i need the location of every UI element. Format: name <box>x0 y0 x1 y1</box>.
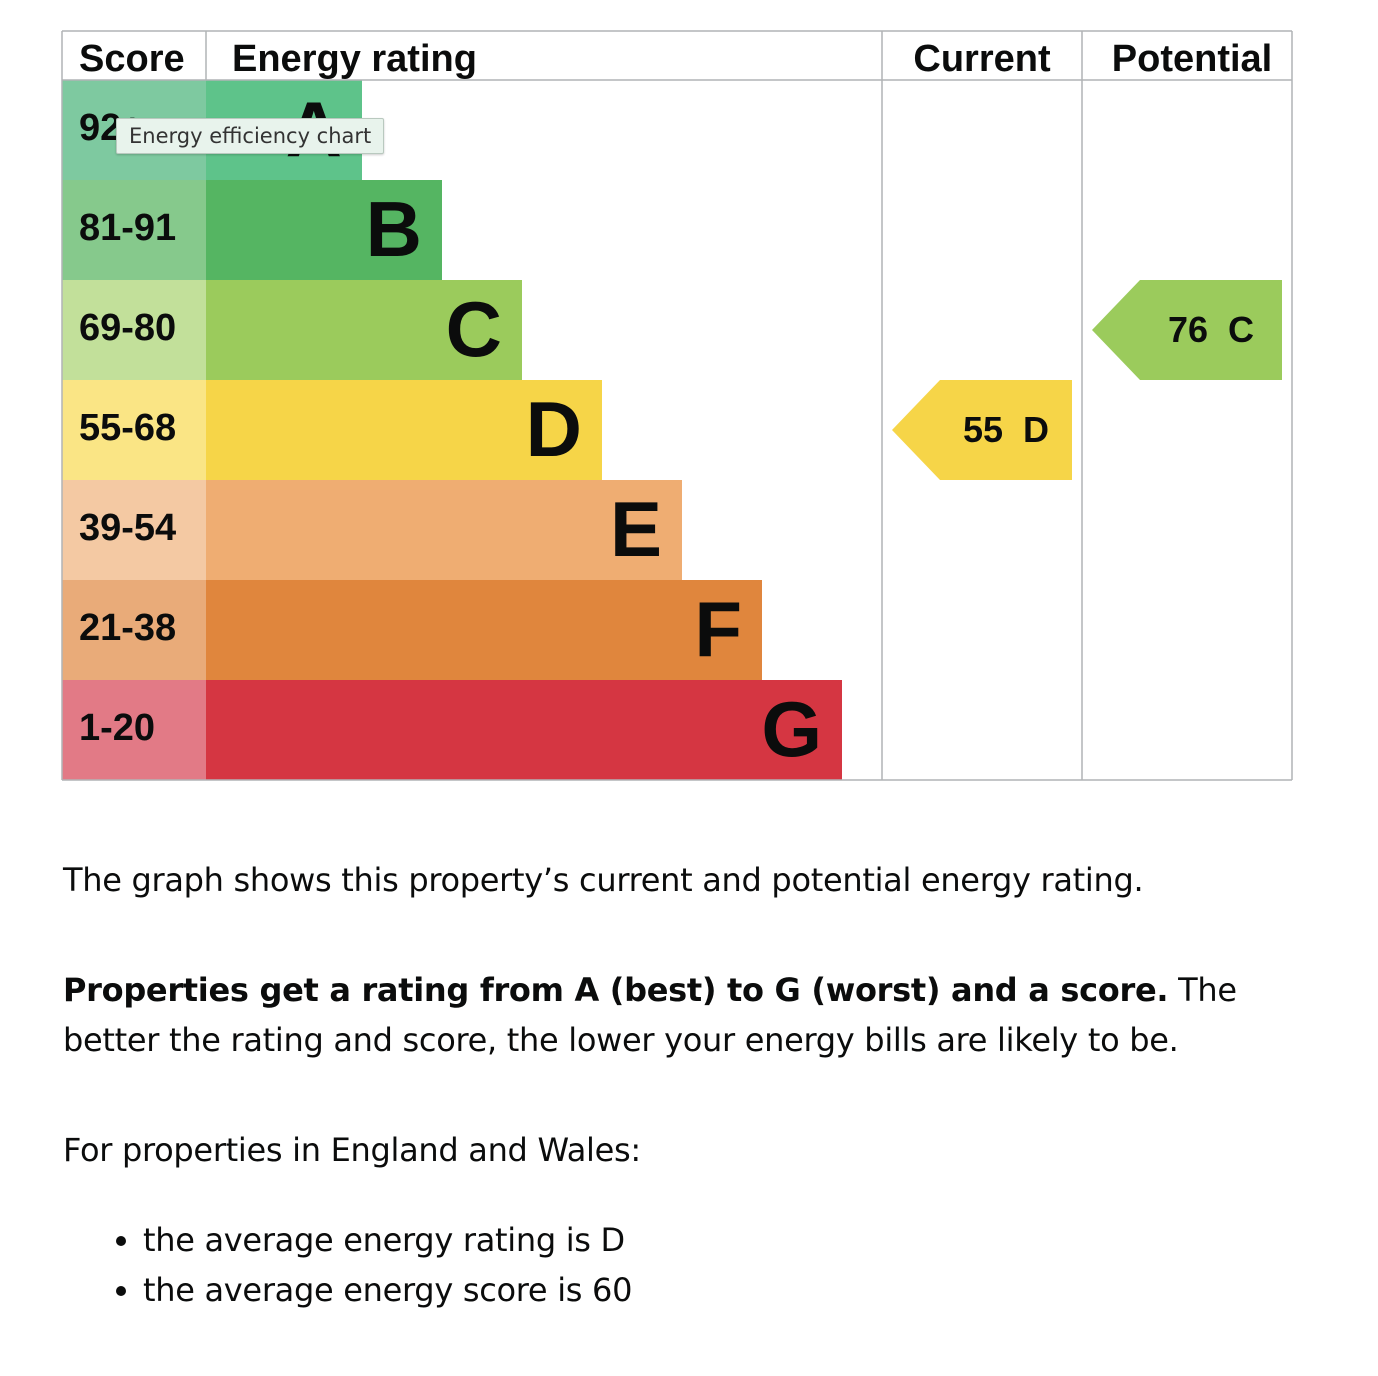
score-label-b: 81-91 <box>79 207 176 249</box>
chart-headers: Score Energy rating Current Potential <box>79 38 1272 80</box>
band-bar-g <box>206 680 842 780</box>
score-cell-f <box>62 580 206 680</box>
current-rating-letter: D <box>1023 409 1049 450</box>
band-bar-b <box>206 180 442 280</box>
band-letter-f: F <box>694 585 742 673</box>
chart-grid <box>61 30 1293 781</box>
average-list: the average energy rating is D the avera… <box>63 1215 632 1315</box>
band-letter-d: D <box>526 385 582 473</box>
region-intro: For properties in England and Wales: <box>63 1131 641 1169</box>
band-bar-e <box>206 480 682 580</box>
header-current: Current <box>913 38 1051 80</box>
header-score: Score <box>79 38 185 80</box>
score-cell-b <box>62 180 206 280</box>
chart-tooltip: Energy efficiency chart <box>116 118 385 154</box>
band-letter-c: C <box>446 285 502 373</box>
score-label-g: 1-20 <box>79 707 155 749</box>
score-cell-g <box>62 680 206 780</box>
rating-markers: 55 D 76 C <box>892 280 1282 480</box>
rating-explanation: Properties get a rating from A (best) to… <box>63 965 1303 1065</box>
rating-explanation-bold: Properties get a rating from A (best) to… <box>63 971 1169 1009</box>
band-bar-f <box>206 580 762 680</box>
rating-explanation-rest: The better the rating and score, the low… <box>63 971 1237 1059</box>
band-bar-d <box>206 380 602 480</box>
band-letter-b: B <box>366 185 422 273</box>
potential-rating-label: 76 C <box>1168 309 1254 350</box>
graph-description: The graph shows this property’s current … <box>63 861 1144 899</box>
band-letter-e: E <box>610 485 662 573</box>
band-letter-g: G <box>761 685 822 773</box>
score-label-d: 55-68 <box>79 407 176 449</box>
header-energy-rating: Energy rating <box>232 38 477 80</box>
band-bar-c <box>206 280 522 380</box>
score-cell-d <box>62 380 206 480</box>
current-rating-label: 55 D <box>963 409 1049 450</box>
potential-rating-arrow <box>1092 280 1282 380</box>
score-label-e: 39-54 <box>79 507 176 549</box>
score-cell-e <box>62 480 206 580</box>
current-rating-arrow <box>892 380 1072 480</box>
score-label-f: 21-38 <box>79 607 176 649</box>
energy-efficiency-chart: 92+A81-91B69-80C55-68D39-54E21-38F1-20G … <box>61 30 1293 781</box>
current-rating-score: 55 <box>963 409 1003 450</box>
score-label-c: 69-80 <box>79 307 176 349</box>
average-score-item: the average energy score is 60 <box>143 1265 632 1315</box>
score-cell-c <box>62 280 206 380</box>
potential-rating-letter: C <box>1228 309 1254 350</box>
average-rating-item: the average energy rating is D <box>143 1215 632 1265</box>
potential-rating-score: 76 <box>1168 309 1208 350</box>
header-potential: Potential <box>1112 38 1272 80</box>
